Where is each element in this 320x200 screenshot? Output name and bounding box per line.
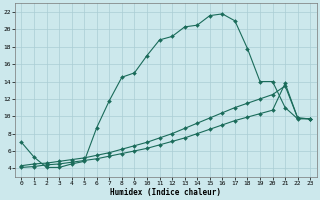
X-axis label: Humidex (Indice chaleur): Humidex (Indice chaleur): [110, 188, 221, 197]
